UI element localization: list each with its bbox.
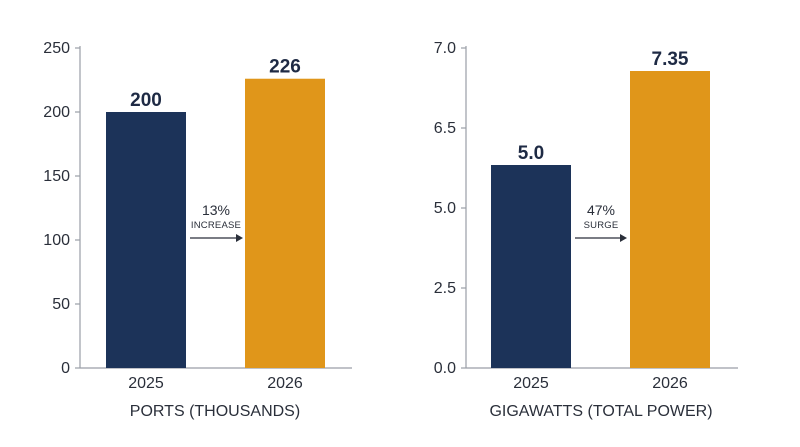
chart1-y-tick-label: 150 <box>43 168 70 185</box>
chart2-arrow-icon <box>620 234 627 242</box>
chart2-change-label: SURGE <box>584 220 619 231</box>
chart1-bar-2025 <box>106 112 186 368</box>
chart1-y-tick-label: 0 <box>61 360 70 377</box>
chart2-x-tick-label: 2025 <box>513 375 549 392</box>
chart2-x-tick-label: 2026 <box>652 375 688 392</box>
chart1-y-tick-label: 250 <box>43 40 70 57</box>
chart2-y-tick-label: 7.0 <box>434 40 456 57</box>
chart1-bar-2026 <box>245 78 325 368</box>
chart1-x-tick-label: 2025 <box>128 375 164 392</box>
chart1-value-label-2026: 226 <box>269 57 301 78</box>
chart1-axis-title: PORTS (THOUSANDS) <box>130 403 300 420</box>
chart2-axis-title: GIGAWATTS (TOTAL POWER) <box>489 403 712 420</box>
chart1-arrow-icon <box>236 234 243 242</box>
chart2-bar-2025 <box>491 165 571 368</box>
chart2-change-percent: 47% <box>587 202 615 218</box>
chart2-y-tick-label: 2.5 <box>434 280 456 297</box>
chart1-value-label-2025: 200 <box>130 90 162 111</box>
chart1-x-tick-label: 2026 <box>267 375 303 392</box>
chart2-y-tick-label: 5.0 <box>434 200 456 217</box>
chart1-y-tick-label: 200 <box>43 104 70 121</box>
chart2-y-tick-label: 6.5 <box>434 120 456 137</box>
chart1-y-tick-label: 100 <box>43 232 70 249</box>
chart2-bar-2026 <box>630 71 710 368</box>
chart2-value-label-2026: 7.35 <box>652 49 689 70</box>
chart2-value-label-2025: 5.0 <box>518 143 544 164</box>
chart2-y-tick-label: 0.0 <box>434 360 456 377</box>
chart1-change-percent: 13% <box>202 202 230 218</box>
chart1-y-tick-label: 50 <box>52 296 70 313</box>
chart1-change-label: INCREASE <box>191 220 241 231</box>
